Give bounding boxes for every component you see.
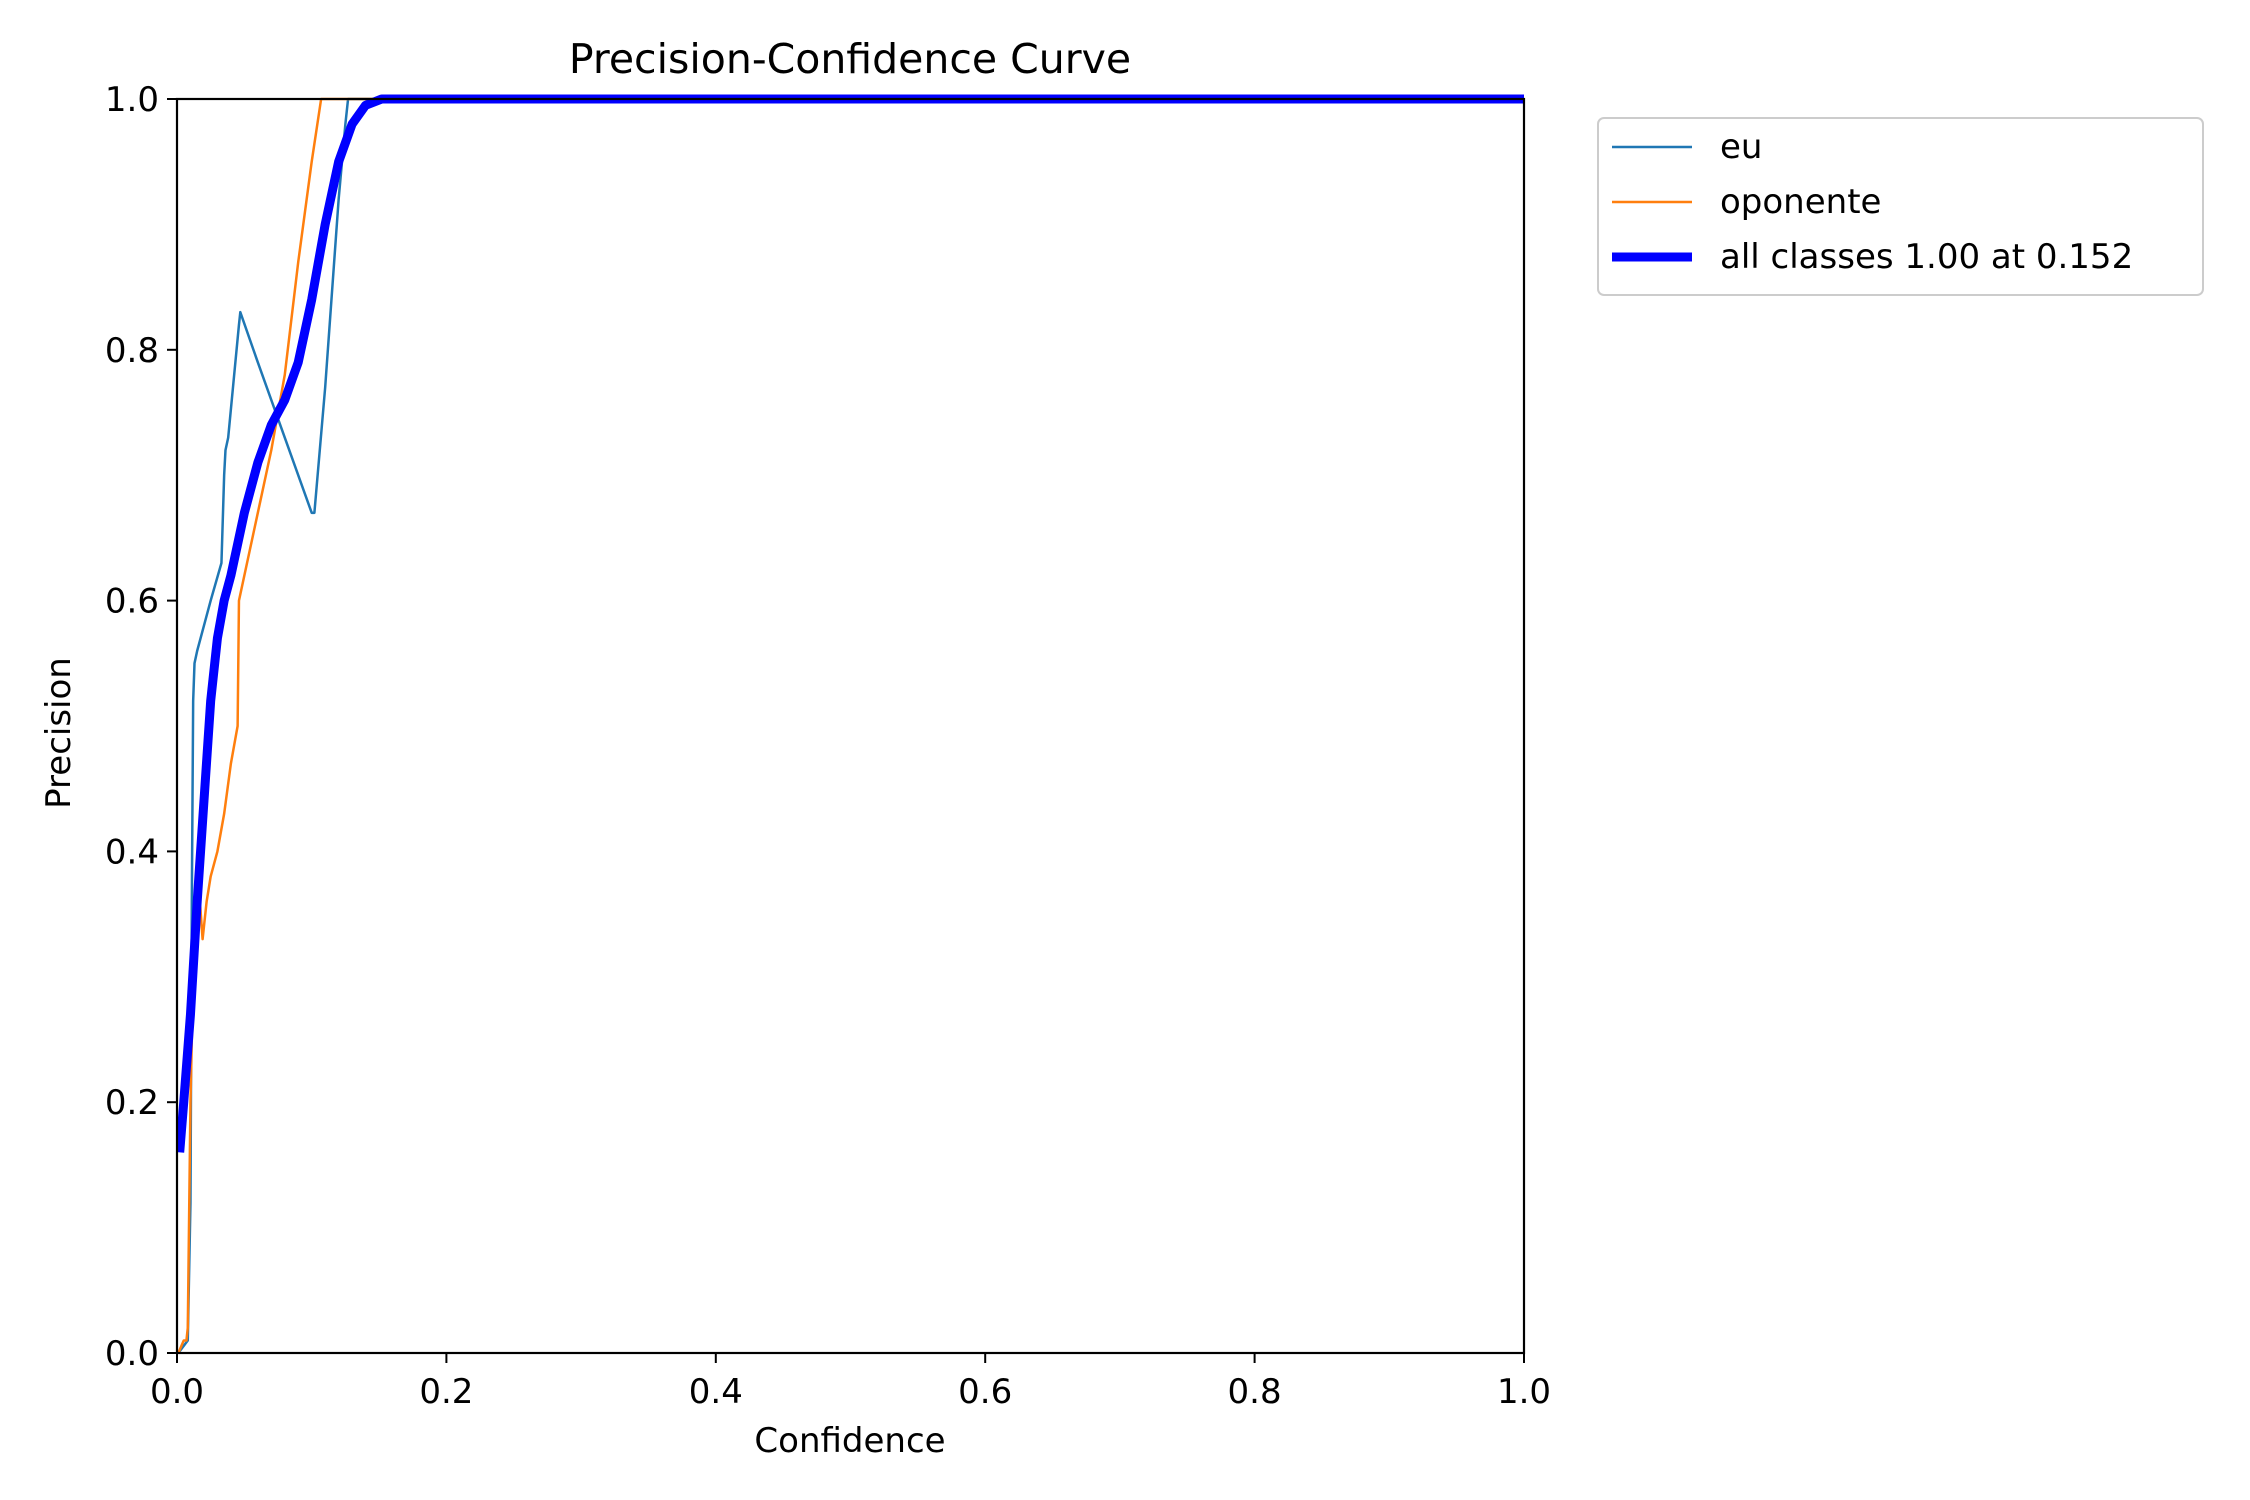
series-line-oponente xyxy=(177,97,1524,1353)
y-tick-label: 1.0 xyxy=(105,80,159,120)
legend-box xyxy=(1597,117,2204,296)
y-tick-label: 0.4 xyxy=(105,832,159,872)
axis-ticks: 0.0 0.2 0.4 0.6 0.8 1.0 0.0 0.2 0.4 0.6 0.8 1.0 xyxy=(105,80,1551,1412)
x-axis-label: Confidence xyxy=(754,1421,945,1461)
series-line-eu xyxy=(177,97,1524,1353)
x-tick-label: 0.4 xyxy=(689,1372,743,1412)
x-tick-label: 0.8 xyxy=(1228,1372,1282,1412)
legend-label-all-classes: all classes 1.00 at 0.152 xyxy=(1720,237,2133,277)
x-tick-label: 0.2 xyxy=(419,1372,473,1412)
series-line-all-classes xyxy=(177,94,1524,1153)
plot-area xyxy=(177,94,1524,1353)
legend-label-eu: eu xyxy=(1720,127,1762,167)
y-tick-label: 0.0 xyxy=(105,1334,159,1374)
y-tick-label: 0.6 xyxy=(105,582,159,622)
y-tick-label: 0.8 xyxy=(105,331,159,371)
x-tick-label: 1.0 xyxy=(1497,1372,1551,1412)
y-axis-label: Precision xyxy=(39,657,79,809)
x-tick-label: 0.0 xyxy=(150,1372,204,1412)
x-tick-label: 0.6 xyxy=(958,1372,1012,1412)
chart-title: Precision-Confidence Curve xyxy=(569,35,1131,83)
legend: eu oponente all classes 1.00 at 0.152 xyxy=(1597,117,2204,296)
y-tick-label: 0.2 xyxy=(105,1083,159,1123)
legend-label-oponente: oponente xyxy=(1720,182,1881,222)
plot-frame xyxy=(175,97,1526,1355)
